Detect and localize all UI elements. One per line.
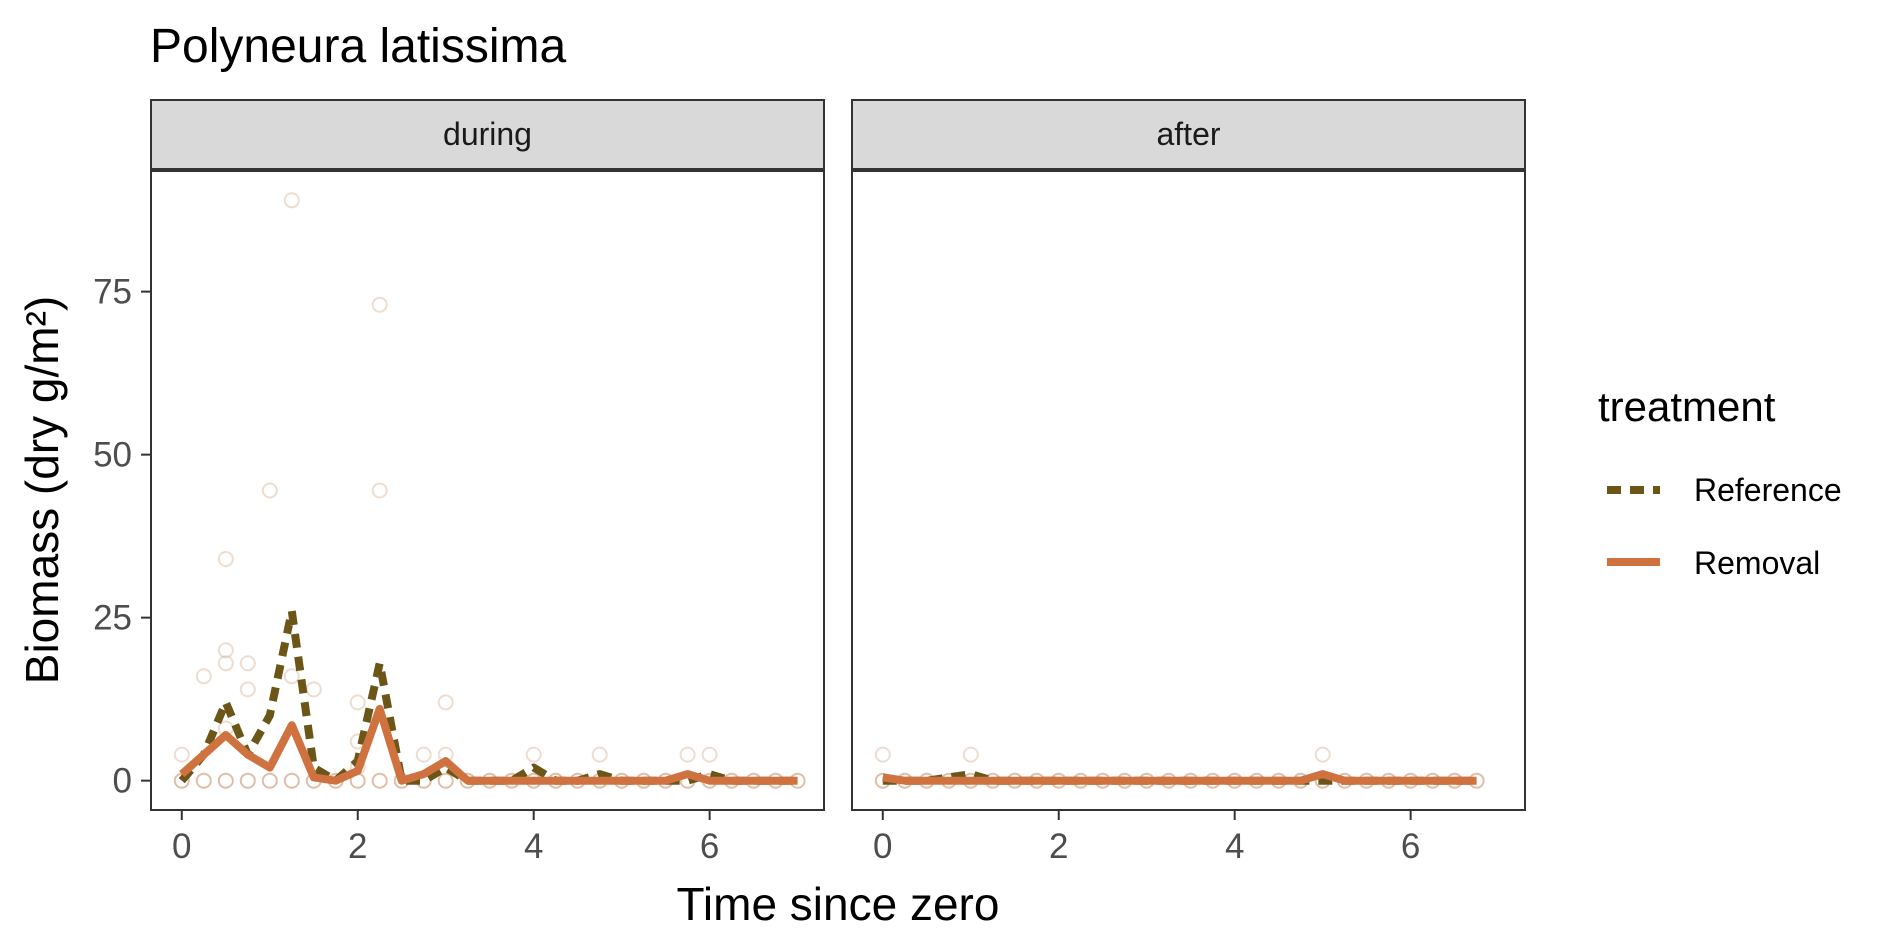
lines-after (882, 770, 1477, 785)
x-axis-after: 0 2 4 6 (873, 810, 1420, 866)
data-point (239, 772, 256, 789)
panel-during: during 0 2 4 6 (150, 99, 825, 866)
x-axis-during: 0 2 4 6 (172, 810, 719, 866)
y-tick-label: 25 (93, 599, 132, 638)
data-point (217, 772, 234, 789)
data-point (679, 746, 696, 763)
data-point (962, 746, 979, 763)
data-point (239, 655, 256, 672)
strip-during (150, 99, 825, 170)
data-point (415, 746, 432, 763)
x-tick-label: 0 (172, 827, 191, 866)
legend-title: treatment (1598, 383, 1776, 430)
series-line-removal-after (882, 770, 1477, 785)
strip-label-during: during (443, 116, 532, 152)
data-point (437, 694, 454, 711)
data-point (261, 482, 278, 499)
y-axis: 0 25 50 75 (93, 273, 151, 801)
data-point (371, 772, 388, 789)
data-point (283, 192, 300, 209)
data-point (173, 746, 190, 763)
data-point (283, 668, 300, 685)
data-point (1314, 746, 1331, 763)
panel-after: after 0 2 4 6 (851, 99, 1526, 866)
data-point (874, 746, 891, 763)
strip-label-after: after (1156, 116, 1220, 152)
y-tick-label: 50 (93, 436, 132, 475)
legend: treatment Reference Removal (1598, 383, 1842, 581)
data-point (525, 746, 542, 763)
plot-area-during (150, 170, 825, 811)
x-tick-label: 4 (1225, 827, 1244, 866)
data-point (195, 772, 212, 789)
data-point (349, 694, 366, 711)
legend-keys (1607, 486, 1660, 566)
legend-label-reference: Reference (1694, 472, 1842, 508)
data-point (217, 551, 234, 567)
data-point (371, 296, 388, 313)
chart-title: Polyneura latissima (150, 20, 566, 73)
x-tick-label: 6 (700, 827, 719, 866)
x-tick-label: 0 (873, 827, 892, 866)
data-point (371, 482, 388, 499)
data-point (217, 655, 234, 672)
legend-label-removal: Removal (1694, 545, 1820, 581)
y-axis-title: Biomass (dry g/m²) (16, 296, 68, 684)
data-point (283, 772, 300, 789)
series-line-removal-during (179, 704, 798, 785)
data-point (217, 642, 234, 659)
x-tick-label: 4 (524, 827, 543, 866)
x-tick-label: 6 (1401, 827, 1420, 866)
y-tick-label: 0 (113, 762, 132, 801)
y-tick-label: 75 (93, 273, 132, 312)
x-axis-title: Time since zero (677, 878, 1000, 930)
data-point (701, 746, 718, 763)
data-point (239, 681, 256, 698)
lines-during (178, 607, 798, 785)
data-point (195, 668, 212, 685)
data-point (437, 772, 454, 789)
data-point (591, 746, 608, 763)
x-tick-label: 2 (1049, 827, 1068, 866)
strip-after (851, 99, 1526, 170)
x-tick-label: 2 (348, 827, 367, 866)
plot-area-after (851, 170, 1526, 811)
data-point (261, 772, 278, 789)
